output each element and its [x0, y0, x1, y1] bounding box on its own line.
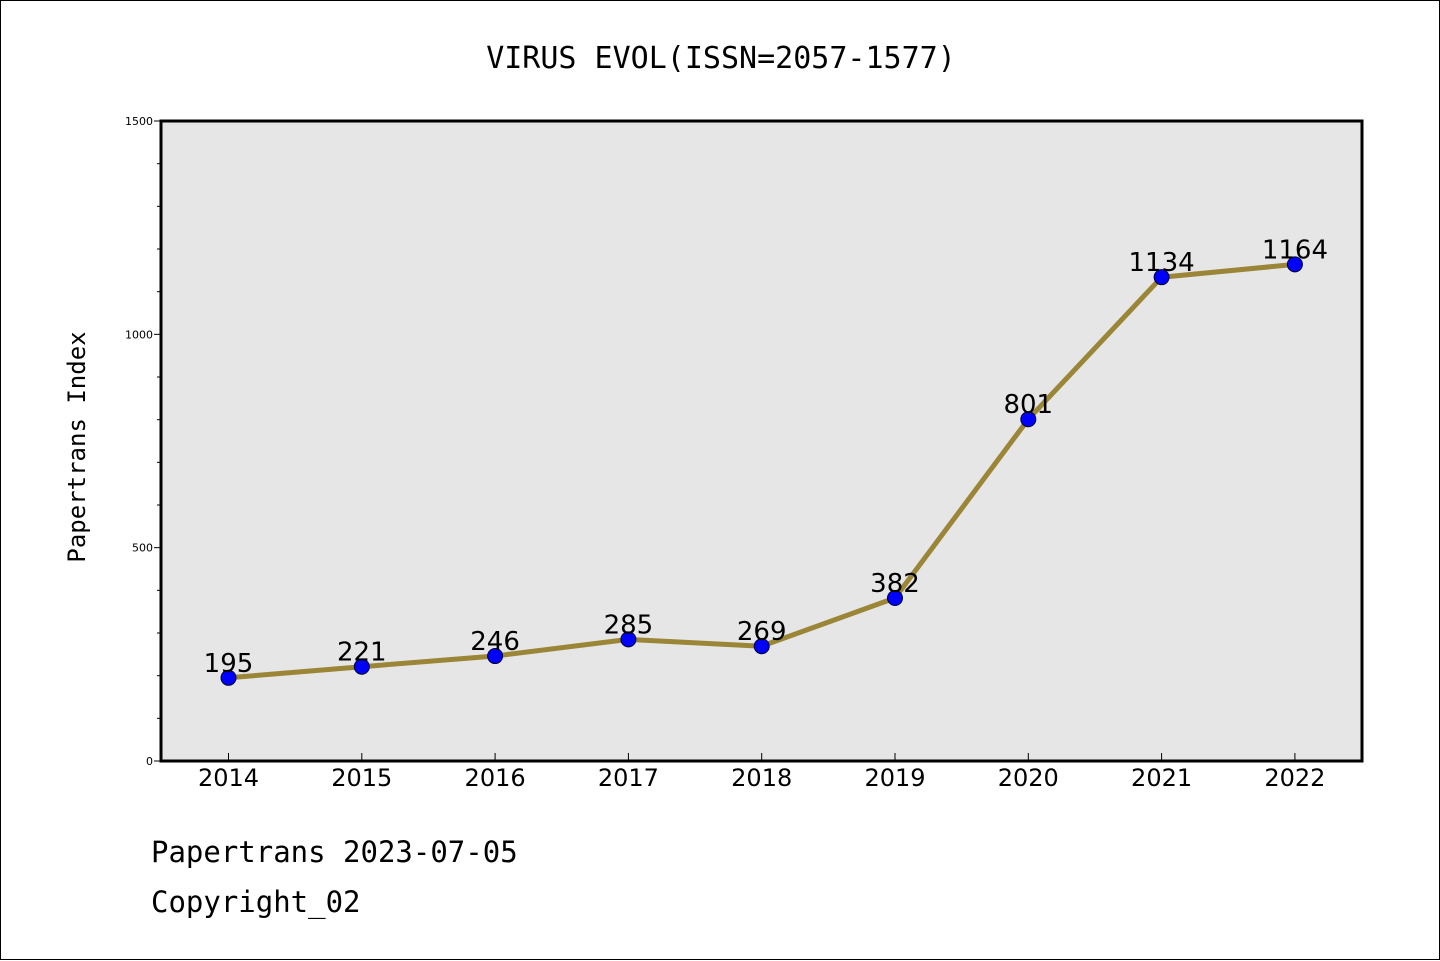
- y-tick-label: 1500: [125, 115, 153, 128]
- x-tick-label: 2022: [1264, 764, 1325, 792]
- data-point: [487, 648, 504, 665]
- data-label: 246: [470, 627, 520, 657]
- data-point: [220, 669, 237, 686]
- x-tick-label: 2021: [1131, 764, 1192, 792]
- series-papertrans-index: 195 221 246 285 269 382 801 1134 1164: [204, 235, 1328, 686]
- x-tick-label: 2020: [998, 764, 1059, 792]
- data-label: 269: [737, 617, 787, 647]
- footer-copyright: Copyright_02: [151, 885, 361, 919]
- y-tick-label: 0: [146, 755, 153, 768]
- data-point: [887, 590, 903, 607]
- x-tick-label: 2019: [864, 764, 925, 792]
- y-tick-label: 1000: [125, 328, 153, 341]
- data-label: 1164: [1262, 235, 1328, 265]
- data-label: 221: [337, 638, 387, 668]
- x-tick-label: 2015: [331, 764, 392, 792]
- plot-area: [159, 119, 1364, 763]
- y-axis-label: Papertrans Index: [63, 331, 91, 562]
- y-axis: 0 500 1000 1500: [125, 115, 161, 768]
- footer-date: Papertrans 2023-07-05: [151, 835, 518, 869]
- data-point: [620, 631, 637, 648]
- data-point: [1153, 269, 1170, 286]
- data-point: [1020, 411, 1037, 428]
- x-tick-label: 2017: [598, 764, 659, 792]
- x-tick-label: 2018: [731, 764, 792, 792]
- data-point: [753, 638, 770, 655]
- x-axis: 2014 2015 2016 2017 2018 2019 2020 2021 2022: [198, 753, 1325, 792]
- y-tick-label: 500: [132, 542, 153, 555]
- data-label: 195: [204, 649, 254, 679]
- data-label: 801: [1003, 390, 1053, 420]
- data-point: [1286, 256, 1303, 273]
- data-point: [353, 658, 370, 675]
- data-label: 285: [604, 610, 654, 640]
- data-label: 382: [870, 569, 920, 599]
- x-tick-label: 2014: [198, 764, 259, 792]
- x-tick-label: 2016: [465, 764, 526, 792]
- data-label: 1134: [1129, 248, 1195, 278]
- chart-title: VIRUS EVOL(ISSN=2057-1577): [486, 41, 956, 76]
